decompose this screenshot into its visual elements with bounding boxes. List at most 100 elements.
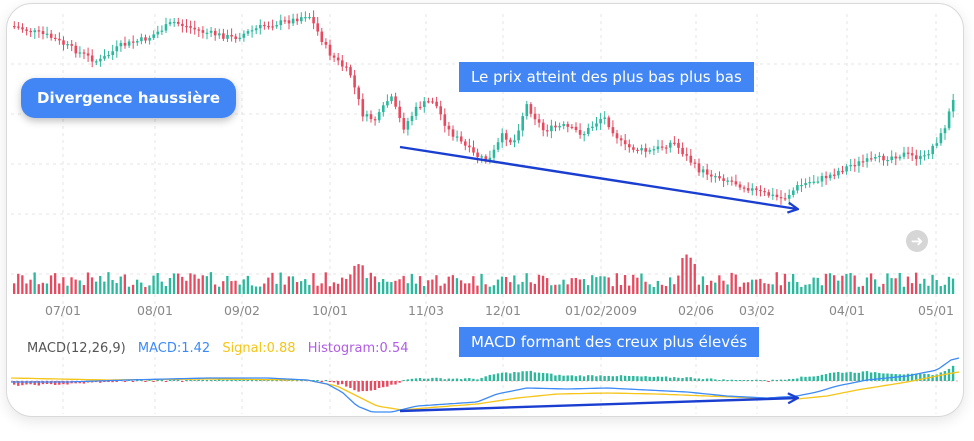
volume-bar [751, 279, 754, 294]
candle-body [144, 37, 147, 41]
volume-bar [705, 284, 709, 294]
volume-bar [377, 282, 381, 294]
histogram-bar [492, 374, 496, 381]
candle-body [812, 181, 816, 183]
histogram-bar [599, 375, 602, 381]
volume-bar [406, 283, 409, 294]
candle-body [218, 33, 221, 36]
candle-body [689, 155, 693, 163]
candle-body [517, 130, 520, 141]
volume-bar [804, 284, 807, 294]
volume-bar [611, 286, 614, 294]
volume-bar [841, 275, 844, 294]
volume-bar [144, 286, 147, 294]
volume-bar [800, 286, 803, 294]
histogram-bar [144, 381, 147, 382]
volume-bar [185, 280, 188, 294]
histogram-bar [742, 380, 746, 381]
volume-bar [476, 285, 479, 294]
candle-body [365, 114, 369, 117]
histogram-bar [459, 379, 463, 381]
candle-body [181, 23, 184, 27]
volume-bar [423, 285, 426, 294]
candle-body [886, 160, 889, 162]
histogram-bar [201, 379, 204, 381]
volume-bar [824, 273, 828, 294]
volume-bar [492, 285, 495, 294]
histogram-bar [767, 381, 770, 382]
volume-bar [54, 273, 57, 294]
candle-body [66, 44, 69, 46]
candle-body [45, 33, 49, 35]
volume-bar [263, 283, 266, 294]
volume-bar [283, 284, 286, 294]
histogram-bar [915, 373, 918, 381]
histogram-value: Histogram:0.54 [307, 341, 409, 356]
volume-bar [353, 265, 356, 294]
candle-body [160, 30, 164, 32]
volume-bar [792, 273, 795, 294]
histogram-bar [250, 380, 254, 381]
candle-body [49, 33, 53, 38]
candle-body [423, 101, 426, 107]
volume-bar [894, 278, 897, 294]
histogram-bar [218, 379, 221, 381]
candle-body [267, 26, 270, 28]
candle-body [582, 133, 586, 136]
volume-bar [275, 283, 278, 294]
candle-body [37, 30, 41, 32]
volume-bar [951, 278, 955, 294]
histogram-bar [701, 379, 705, 381]
histogram-bar [172, 380, 176, 381]
histogram-bar [660, 376, 664, 381]
volume-bar [693, 263, 696, 294]
volume-bar [99, 275, 102, 294]
candle-body [882, 155, 885, 161]
candle-body [623, 140, 627, 145]
x-tick-label: 08/01 [136, 303, 174, 318]
histogram-bar [689, 377, 692, 381]
candle-body [861, 161, 865, 163]
volume-bar [115, 283, 118, 294]
candle-body [533, 113, 537, 120]
candle-body [455, 136, 459, 138]
volume-bar [455, 278, 459, 294]
histogram-bar [156, 380, 159, 381]
candle-body [172, 21, 176, 24]
candle-body [505, 133, 508, 140]
candle-body [525, 104, 529, 117]
histogram-bar [841, 372, 844, 381]
histogram-bar [99, 381, 102, 383]
volume-bar [193, 274, 196, 294]
macd-divergence-arrow [399, 398, 797, 413]
histogram-bar [336, 381, 340, 385]
histogram-bar [418, 378, 422, 381]
candle-body [410, 115, 414, 122]
candle-body [820, 175, 824, 182]
volume-bar [328, 286, 331, 294]
volume-bar [558, 284, 561, 294]
histogram-bar [275, 380, 278, 381]
histogram-bar [246, 379, 250, 381]
histogram-bar [591, 375, 594, 381]
volume-bar [402, 275, 405, 294]
x-tick-label: 07/01 [44, 303, 82, 318]
candle-body [41, 31, 45, 35]
volume-bar [181, 276, 184, 294]
signal-value: Signal:0.88 [222, 341, 296, 356]
candle-body [107, 55, 110, 57]
volume-bar [37, 284, 40, 294]
candle-body [677, 142, 680, 148]
histogram-bar [947, 368, 951, 381]
candle-body [587, 127, 590, 134]
volume-bar [673, 284, 676, 294]
histogram-bar [746, 380, 750, 381]
candle-body [644, 148, 647, 152]
arrow-right-circle-icon[interactable]: ➜ [906, 230, 928, 252]
candle-body [193, 27, 196, 30]
candle-body [947, 111, 951, 129]
candle-body [189, 26, 192, 28]
histogram-bar [103, 381, 106, 382]
volume-bar [250, 285, 254, 294]
volume-bar [414, 283, 418, 294]
